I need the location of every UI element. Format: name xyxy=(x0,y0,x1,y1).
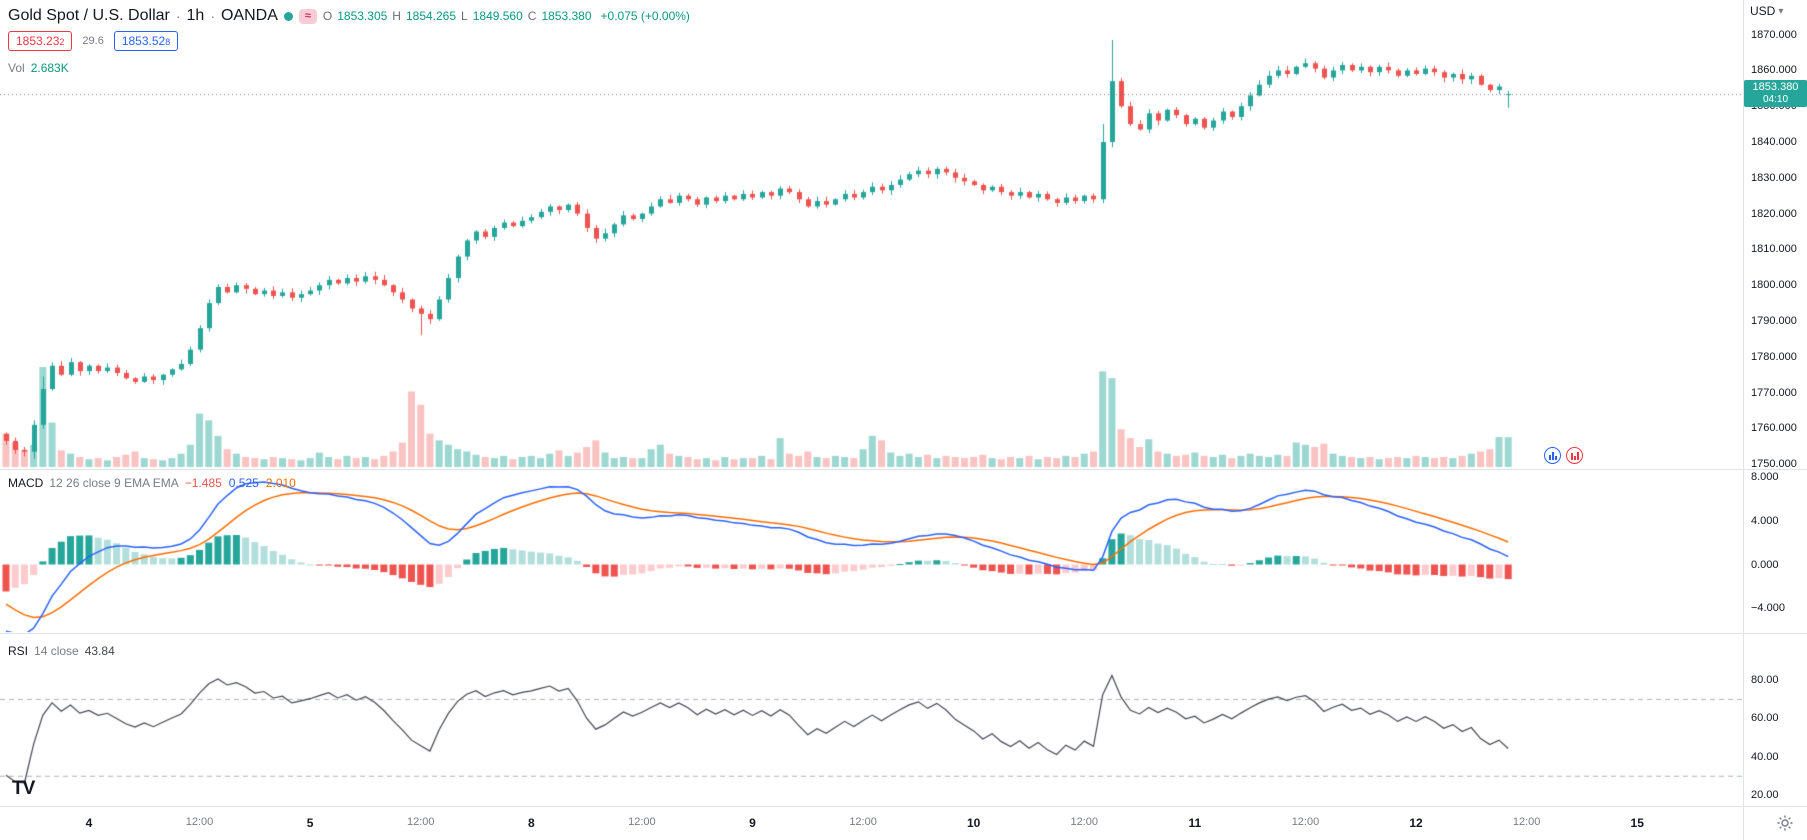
pane-separator[interactable] xyxy=(0,469,1807,470)
open-label: O xyxy=(322,9,333,23)
macd-pane-legend: MACD 12 26 close 9 EMA EMA −1.485 0.525 … xyxy=(8,476,296,490)
rsi-pane-legend: RSI 14 close 43.84 xyxy=(8,644,115,658)
buy-price-button[interactable]: 1853.52 8 xyxy=(113,31,179,51)
macd-axis-label: −4.000 xyxy=(1751,602,1785,615)
time-axis-label: 12:00 xyxy=(849,816,877,828)
close-label: C xyxy=(527,9,537,23)
time-axis-label: 12:00 xyxy=(1070,816,1099,828)
low-value: 1849.560 xyxy=(472,9,523,23)
time-axis-label: 12:00 xyxy=(1512,816,1541,828)
price-axis-label: 1830.000 xyxy=(1751,171,1797,184)
market-status-icon[interactable] xyxy=(283,11,293,21)
close-value: 1853.380 xyxy=(541,9,592,23)
price-axis-label: 1820.000 xyxy=(1751,207,1797,220)
price-axis-label: 1860.000 xyxy=(1751,64,1797,77)
time-axis-label: 11 xyxy=(1188,816,1202,830)
tradingview-logo[interactable]: TV xyxy=(12,778,35,799)
price-axis-label: 1750.000 xyxy=(1751,458,1797,471)
price-axis-label: 1780.000 xyxy=(1751,350,1797,363)
time-axis-label: 9 xyxy=(749,816,756,830)
volume-legend: Vol 2.683K xyxy=(8,61,69,75)
rsi-name[interactable]: RSI xyxy=(8,644,29,658)
buy-price-value: 1853.52 xyxy=(121,34,166,48)
price-axis-label: 1840.000 xyxy=(1751,136,1797,148)
sell-price-value: 1853.23 xyxy=(16,34,60,48)
volume-label: Vol xyxy=(8,61,25,75)
rsi-value: 43.84 xyxy=(84,644,115,658)
current-price-badge: 1853.380 04:10 xyxy=(1744,80,1807,108)
macd-line-value: 0.525 xyxy=(228,476,259,490)
sell-price-sup: 2 xyxy=(59,37,65,47)
separator-dot: · xyxy=(175,8,181,24)
low-label: L xyxy=(461,9,468,23)
buy-price-sup: 8 xyxy=(165,37,171,47)
pane-separator[interactable] xyxy=(0,633,1807,634)
time-axis-label: 10 xyxy=(966,816,981,830)
rsi-axis-label: 40.00 xyxy=(1751,750,1779,763)
time-axis-label: 12:00 xyxy=(628,816,656,828)
high-label: H xyxy=(392,9,401,23)
price-scale-separator xyxy=(1743,0,1744,840)
bar-countdown: 04:10 xyxy=(1762,94,1789,106)
chevron-down-icon: ▾ xyxy=(1778,5,1784,17)
rsi-params: 14 close xyxy=(34,644,79,658)
currency-selector[interactable]: USD ▾ xyxy=(1750,4,1802,18)
ohlc-values: O 1853.305 H 1854.265 L 1849.560 C 1853.380 … xyxy=(323,9,690,23)
mini-indicator-icon-blue[interactable] xyxy=(1544,447,1561,464)
rsi-axis-label: 20.00 xyxy=(1751,788,1779,801)
interval-label[interactable]: 1h xyxy=(186,7,205,24)
macd-signal-value: 2.010 xyxy=(265,476,296,490)
pane-separator xyxy=(0,806,1807,807)
separator-dot: · xyxy=(210,8,215,24)
price-axis-label: 1800.000 xyxy=(1751,279,1797,292)
time-axis-label: 12:00 xyxy=(406,816,435,828)
time-axis-label: 12:00 xyxy=(185,816,214,828)
time-axis-label: 12:00 xyxy=(1291,816,1320,828)
macd-params: 12 26 close 9 EMA EMA xyxy=(49,476,179,490)
price-axis-label: 1760.000 xyxy=(1751,422,1797,435)
rsi-axis-label: 80.00 xyxy=(1751,673,1779,686)
time-axis-label: 8 xyxy=(527,816,535,830)
exchange-label[interactable]: OANDA xyxy=(220,7,278,24)
macd-axis-label: 0.000 xyxy=(1751,558,1779,571)
price-axis-label: 1790.000 xyxy=(1751,315,1797,327)
price-axis-label: 1810.000 xyxy=(1751,243,1797,256)
currency-label: USD xyxy=(1750,4,1776,18)
symbol-legend: Gold Spot / U.S. Dollar · 1h · OANDA ≈ O… xyxy=(8,7,690,25)
price-axis-label: 1870.000 xyxy=(1751,28,1797,41)
macd-name[interactable]: MACD xyxy=(8,476,44,490)
price-axis-label: 1770.000 xyxy=(1751,386,1797,399)
open-value: 1853.305 xyxy=(337,9,388,23)
high-value: 1854.265 xyxy=(405,9,457,23)
rsi-axis-label: 60.00 xyxy=(1751,712,1779,725)
symbol-name[interactable]: Gold Spot / U.S. Dollar xyxy=(8,7,170,24)
time-axis-label: 12 xyxy=(1409,816,1423,830)
approx-data-icon[interactable]: ≈ xyxy=(298,8,317,24)
time-axis-label: 15 xyxy=(1630,816,1644,830)
last-price-value: 1853.380 xyxy=(1752,81,1799,94)
sell-price-button[interactable]: 1853.23 2 xyxy=(8,31,73,51)
macd-hist-value: −1.485 xyxy=(184,476,222,490)
chart-settings-icon[interactable] xyxy=(1776,814,1794,832)
spread-value: 29.6 xyxy=(82,35,104,47)
volume-value: 2.683K xyxy=(30,61,69,75)
macd-axis-label: 8.000 xyxy=(1751,470,1779,483)
change-value: +0.075 (+0.00%) xyxy=(600,9,690,23)
mini-indicator-icon-red[interactable] xyxy=(1566,447,1583,464)
time-axis-label: 5 xyxy=(306,816,314,830)
quote-row: 1853.23 2 29.6 1853.52 8 xyxy=(8,31,179,51)
time-axis[interactable]: 4 12:00 5 12:00 8 12:00 9 12:00 10 12:00 11 12:00 12… xyxy=(0,806,1743,840)
time-axis-label: 4 xyxy=(85,816,93,830)
macd-axis-label: 4.000 xyxy=(1751,514,1779,527)
